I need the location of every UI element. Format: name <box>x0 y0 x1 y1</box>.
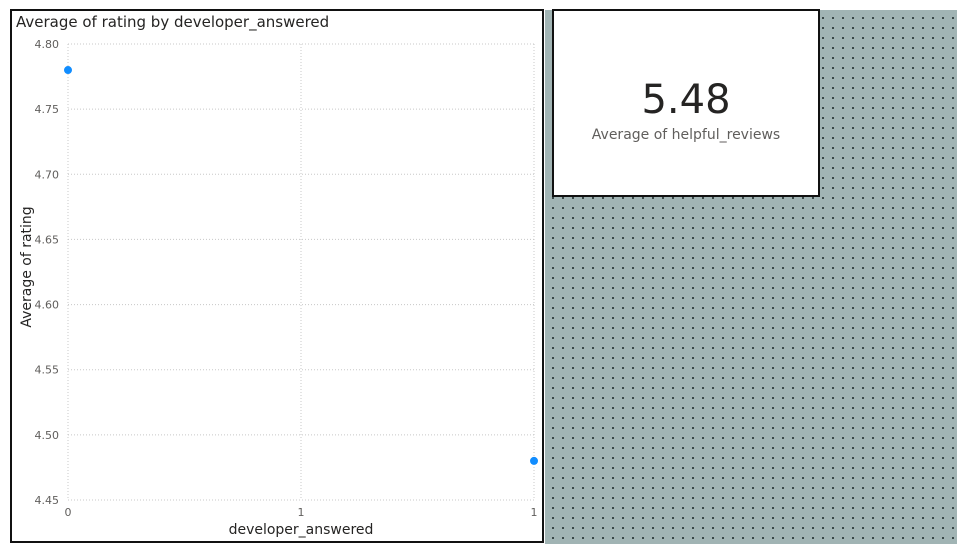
y-tick-label: 4.55 <box>35 364 60 377</box>
y-tick-label: 4.45 <box>35 494 60 507</box>
y-tick-label: 4.65 <box>35 233 60 246</box>
kpi-label: Average of helpful_reviews <box>591 127 781 143</box>
y-tick-label: 4.70 <box>35 168 60 181</box>
scatter-chart-visual[interactable]: Average of rating by developer_answered … <box>10 9 544 543</box>
scatter-point <box>530 456 538 465</box>
y-axis-title: Average of rating <box>19 206 35 327</box>
x-axis-title: developer_answered <box>229 522 374 538</box>
kpi-card-visual[interactable]: 5.48 Average of helpful_reviews <box>552 9 820 197</box>
x-tick-label: 1 <box>298 506 305 519</box>
y-tick-label: 4.50 <box>35 429 60 442</box>
y-tick-label: 4.60 <box>35 299 60 312</box>
chart-title: Average of rating by developer_answered <box>16 13 330 31</box>
y-tick-label: 4.75 <box>35 103 60 116</box>
scatter-chart-svg: 4.80 4.75 4.70 4.65 4.60 4.55 4.50 4.45 0 1 1 devel… <box>19 38 538 538</box>
y-tick-label: 4.80 <box>35 38 60 51</box>
kpi-value: 5.48 <box>641 77 731 123</box>
scatter-point <box>64 66 72 75</box>
x-tick-label: 1 <box>531 506 538 519</box>
x-tick-label: 0 <box>65 506 72 519</box>
